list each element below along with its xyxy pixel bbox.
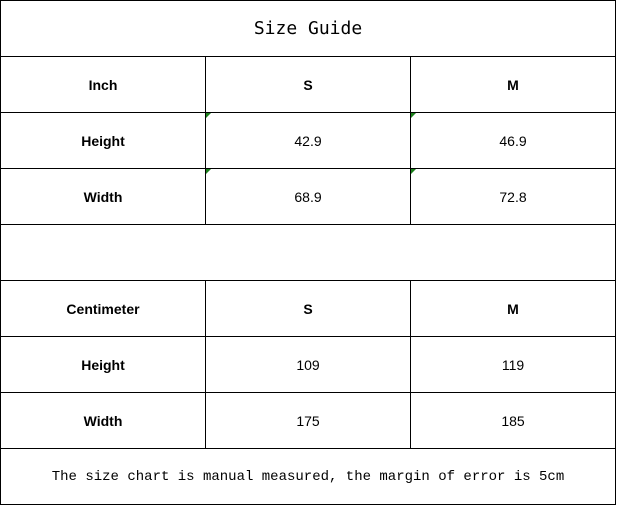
cell-value: 175 [205, 392, 411, 449]
cell-value: 68.9 [205, 168, 411, 225]
cell-value: 42.9 [205, 112, 411, 169]
row-label: Height [0, 112, 206, 169]
comment-marker-icon [206, 113, 211, 118]
row-label: Width [0, 392, 206, 449]
comment-marker-icon [206, 169, 211, 174]
inch-header-s: S [205, 56, 411, 113]
inch-header-m: M [410, 56, 616, 113]
value: 46.9 [499, 132, 527, 149]
row-label: Width [0, 168, 206, 225]
table-row: Width 68.9 72.8 [0, 168, 616, 225]
cm-header-label: Centimeter [0, 280, 206, 337]
value: 72.8 [499, 188, 527, 205]
cm-header-s: S [205, 280, 411, 337]
cell-value: 109 [205, 336, 411, 393]
table-row: Height 109 119 [0, 336, 616, 393]
cm-header-m: M [410, 280, 616, 337]
measurement-note: The size chart is manual measured, the m… [0, 448, 616, 505]
cell-value: 185 [410, 392, 616, 449]
cm-header-row: Centimeter S M [0, 280, 616, 337]
cell-value: 46.9 [410, 112, 616, 169]
comment-marker-icon [411, 113, 416, 118]
cell-value: 72.8 [410, 168, 616, 225]
inch-header-label: Inch [0, 56, 206, 113]
value: 68.9 [294, 188, 322, 205]
inch-header-row: Inch S M [0, 56, 616, 113]
table-title: Size Guide [0, 0, 616, 57]
row-label: Height [0, 336, 206, 393]
comment-marker-icon [411, 169, 416, 174]
table-row: Width 175 185 [0, 392, 616, 449]
table-row: Height 42.9 46.9 [0, 112, 616, 169]
value: 42.9 [294, 132, 322, 149]
spacer-row [0, 224, 616, 281]
cell-value: 119 [410, 336, 616, 393]
